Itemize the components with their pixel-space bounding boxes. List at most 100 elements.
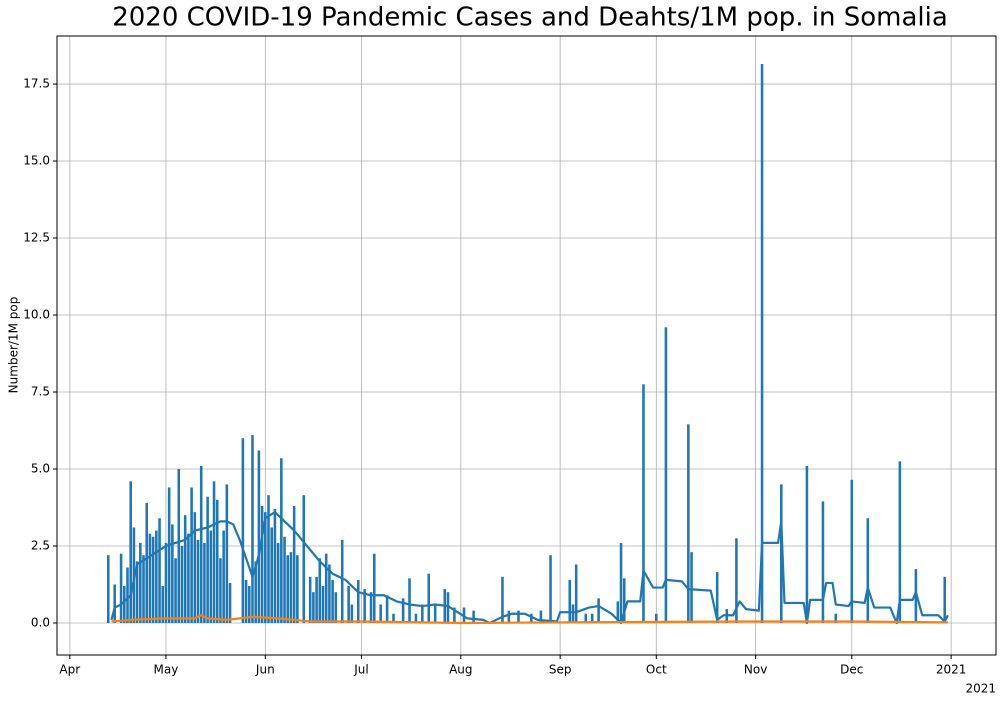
bar (273, 509, 277, 623)
bar (385, 595, 389, 623)
bar (151, 536, 155, 623)
line (111, 614, 948, 625)
bar (251, 435, 254, 623)
bar (805, 465, 809, 623)
bar (433, 604, 437, 623)
bar (453, 607, 456, 623)
bar (270, 527, 274, 623)
bar (158, 518, 161, 623)
bar (622, 578, 626, 623)
bar (401, 598, 405, 623)
bar (296, 555, 299, 623)
bar (334, 592, 338, 623)
y-tick-label: 7.5 (31, 385, 50, 399)
bar (369, 592, 373, 623)
y-tick-label: 2.5 (31, 538, 50, 552)
y-tick-label: 5.0 (31, 461, 50, 475)
bar (254, 561, 257, 623)
bar (113, 584, 116, 623)
bar (148, 533, 152, 623)
bar (321, 586, 325, 623)
bar (292, 505, 296, 623)
bar (222, 530, 225, 623)
bar (225, 484, 229, 623)
bar (312, 592, 315, 623)
bar (164, 542, 168, 623)
bar (408, 578, 411, 623)
bar (421, 604, 424, 623)
bar (212, 481, 216, 623)
bar (571, 604, 575, 623)
bar (209, 530, 213, 623)
bar (850, 479, 854, 623)
bar (619, 542, 623, 623)
x-tick-label: Dec (840, 663, 863, 677)
bar (257, 450, 261, 623)
bar (590, 613, 594, 623)
bar (139, 542, 142, 623)
bar (446, 592, 450, 623)
bar (690, 552, 693, 623)
bar (549, 555, 552, 623)
bar (834, 613, 838, 623)
x-tick-label: May (154, 663, 179, 677)
plot-frame (56, 35, 997, 656)
y-tick-label: 10.0 (23, 308, 50, 322)
x-tick-label: Apr (59, 663, 80, 677)
y-axis-label: Number/1M pop (7, 297, 21, 394)
bar (539, 610, 543, 623)
bar (308, 576, 312, 623)
bar (142, 555, 145, 623)
bar (206, 496, 209, 623)
bar (597, 598, 600, 623)
bar (123, 586, 126, 623)
bar (943, 576, 947, 623)
bar (193, 512, 197, 623)
bar (264, 512, 267, 623)
y-tick-label: 12.5 (23, 231, 50, 245)
y-tick-label: 0.0 (31, 615, 50, 629)
bar (280, 458, 283, 623)
bar (318, 558, 322, 623)
bar (517, 610, 520, 623)
x-tick-label: Sep (549, 663, 572, 677)
bar (324, 553, 328, 623)
bar (347, 586, 350, 623)
bar (501, 576, 504, 623)
bar (155, 530, 158, 623)
bar (244, 579, 248, 623)
bar (276, 542, 280, 623)
x-tick-label: 2021 (936, 663, 967, 677)
bar (260, 505, 264, 623)
bar (331, 579, 334, 623)
bar (507, 610, 511, 623)
bar (174, 558, 177, 623)
bar (664, 327, 668, 623)
bar (283, 536, 286, 623)
bar (302, 495, 306, 623)
bar (340, 539, 344, 623)
bar (219, 558, 222, 623)
bar (472, 610, 475, 623)
y-tick-label: 17.5 (23, 77, 50, 91)
bar (574, 564, 578, 623)
bar (196, 539, 200, 623)
bar (372, 553, 376, 623)
bar (530, 613, 533, 623)
bar (187, 533, 190, 623)
chart-title: 2020 COVID-19 Pandemic Cases and Deahts/… (112, 3, 948, 33)
bar (363, 589, 366, 623)
line (110, 511, 949, 625)
bar (568, 579, 572, 623)
bar (350, 604, 354, 623)
bar (135, 561, 139, 623)
bar (687, 424, 690, 623)
bar (129, 481, 132, 623)
x-tick-label: Jun (255, 663, 275, 677)
bar (655, 613, 658, 623)
bar (392, 613, 395, 623)
bar (199, 465, 203, 623)
bar (356, 579, 360, 623)
bar (126, 567, 129, 623)
